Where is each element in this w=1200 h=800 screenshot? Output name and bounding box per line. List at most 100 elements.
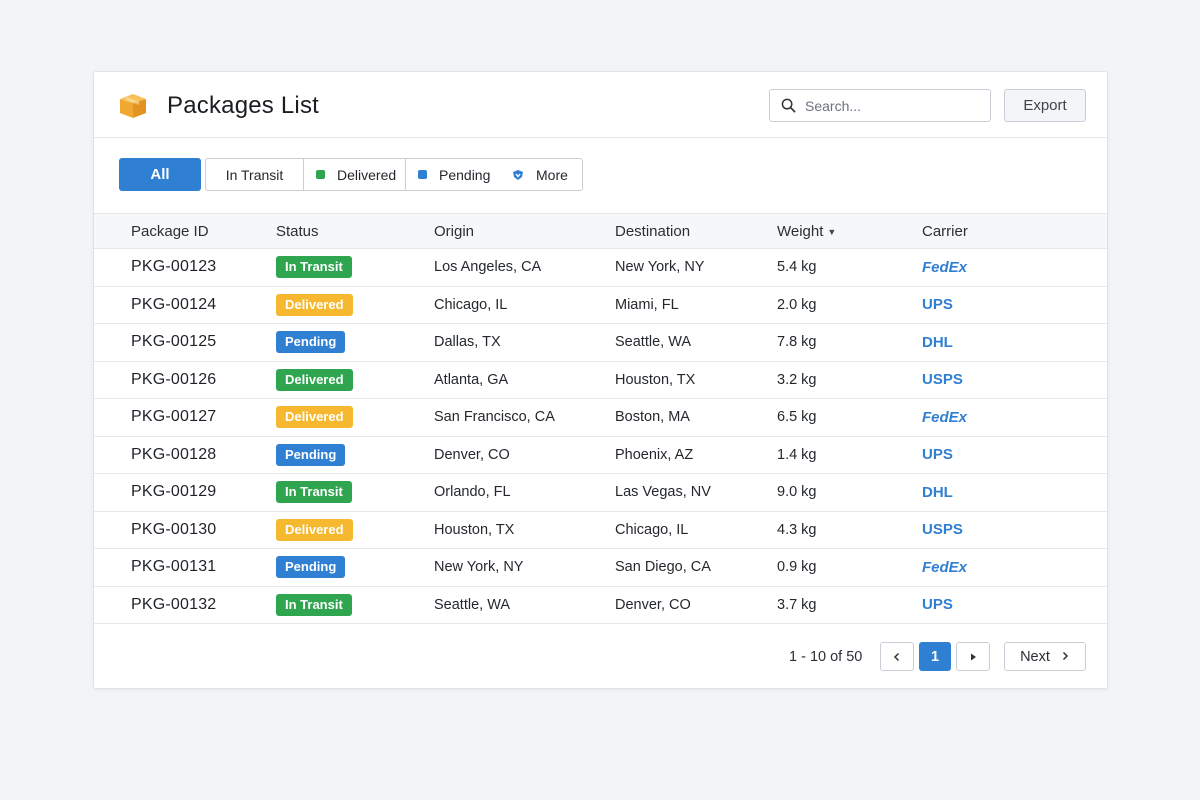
- status-cell: Delivered: [276, 368, 434, 391]
- status-badge: In Transit: [276, 593, 352, 616]
- status-cell: In Transit: [276, 481, 434, 504]
- table-row[interactable]: PKG-00132 In Transit Seattle, WA Denver, CO…: [94, 587, 1107, 624]
- origin-cell: Chicago, IL: [434, 296, 508, 313]
- table-row[interactable]: PKG-00127 Delivered San Francisco, CA Bosto…: [94, 399, 1107, 437]
- next-page-arrow-button[interactable]: [956, 642, 990, 671]
- carrier-cell: FedEx: [922, 258, 1107, 276]
- carrier-cell: DHL: [922, 483, 1107, 501]
- pagination-range: 1 - 10 of 50: [789, 649, 863, 665]
- carrier-link[interactable]: DHL: [922, 483, 953, 501]
- shield-icon: [513, 169, 523, 180]
- status-badge: In Transit: [276, 481, 352, 504]
- destination-cell: Denver, CO: [615, 596, 691, 613]
- destination-cell: Las Vegas, NV: [615, 484, 711, 501]
- carrier-cell: USPS: [922, 371, 1107, 389]
- carrier-link[interactable]: DHL: [922, 333, 953, 351]
- table-row[interactable]: PKG-00123 In Transit Los Angeles, CA New Yo…: [94, 249, 1107, 287]
- carrier-link[interactable]: FedEx: [922, 408, 968, 426]
- export-button[interactable]: Export: [1004, 89, 1086, 122]
- carrier-cell: DHL: [922, 333, 1107, 351]
- filter-delivered-label: Delivered: [337, 166, 397, 183]
- package-id-cell: PKG-00126: [131, 370, 217, 388]
- status-cell: Pending: [276, 331, 434, 354]
- filter-group: In Transit Delivered Pending More: [205, 158, 583, 191]
- status-cell: In Transit: [276, 256, 434, 279]
- search-box[interactable]: [769, 89, 991, 122]
- search-input[interactable]: [805, 97, 975, 114]
- weight-cell: 4.3 kg: [777, 521, 817, 538]
- carrier-cell: USPS: [922, 521, 1107, 539]
- prev-page-button[interactable]: [880, 642, 914, 671]
- status-badge: Pending: [276, 556, 346, 579]
- column-header-origin[interactable]: Origin: [434, 222, 475, 240]
- column-header-destination[interactable]: Destination: [615, 222, 691, 240]
- filter-pending[interactable]: Pending: [406, 159, 502, 190]
- table-row[interactable]: PKG-00128 Pending Denver, CO Phoenix, AZ 1.4…: [94, 437, 1107, 474]
- carrier-link[interactable]: UPS: [922, 596, 953, 614]
- origin-cell: New York, NY: [434, 559, 524, 576]
- status-badge: Delivered: [276, 293, 353, 316]
- column-header-weight-label: Weight: [777, 222, 824, 240]
- origin-cell: Dallas, TX: [434, 334, 501, 351]
- packages-table: Package ID Status Origin Destination Wei…: [94, 213, 1107, 624]
- column-header-carrier[interactable]: Carrier: [922, 222, 968, 240]
- carrier-link[interactable]: FedEx: [922, 258, 968, 276]
- package-id-cell: PKG-00129: [131, 483, 217, 501]
- carrier-link[interactable]: UPS: [922, 296, 953, 314]
- status-cell: In Transit: [276, 593, 434, 616]
- delivered-dot-icon: [316, 170, 325, 179]
- table-row[interactable]: PKG-00129 In Transit Orlando, FL Las Vegas,…: [94, 474, 1107, 512]
- weight-cell: 1.4 kg: [777, 446, 817, 463]
- package-id-cell: PKG-00131: [131, 558, 217, 576]
- destination-cell: Boston, MA: [615, 409, 690, 426]
- carrier-link[interactable]: USPS: [922, 521, 963, 539]
- play-icon: [971, 653, 976, 660]
- weight-cell: 3.2 kg: [777, 371, 817, 388]
- filter-all-button[interactable]: All: [119, 158, 201, 191]
- table-row[interactable]: PKG-00125 Pending Dallas, TX Seattle, WA 7.8…: [94, 324, 1107, 362]
- column-header-package-id[interactable]: Package ID: [131, 222, 209, 240]
- carrier-link[interactable]: UPS: [922, 446, 953, 464]
- carrier-link[interactable]: USPS: [922, 371, 963, 389]
- table-row[interactable]: PKG-00124 Delivered Chicago, IL Miami, FL 2.…: [94, 287, 1107, 324]
- destination-cell: Seattle, WA: [615, 334, 692, 351]
- package-id-cell: PKG-00128: [131, 445, 217, 463]
- filter-more[interactable]: More: [502, 159, 582, 190]
- weight-cell: 9.0 kg: [777, 484, 817, 501]
- chevron-left-icon: [893, 652, 900, 661]
- carrier-cell: UPS: [922, 446, 1107, 464]
- status-badge: Delivered: [276, 368, 353, 391]
- status-badge: In Transit: [276, 256, 352, 279]
- status-cell: Delivered: [276, 406, 434, 429]
- weight-cell: 7.8 kg: [777, 334, 817, 351]
- status-filter-bar: All In Transit Delivered Pending More: [119, 158, 583, 191]
- origin-cell: Orlando, FL: [434, 484, 511, 501]
- status-cell: Pending: [276, 443, 434, 466]
- chevron-right-icon: [1060, 649, 1070, 665]
- carrier-link[interactable]: FedEx: [922, 558, 968, 576]
- weight-cell: 3.7 kg: [777, 596, 817, 613]
- status-badge: Delivered: [276, 518, 353, 541]
- filter-in-transit[interactable]: In Transit: [206, 159, 304, 190]
- destination-cell: New York, NY: [615, 259, 705, 276]
- origin-cell: Houston, TX: [434, 521, 515, 538]
- package-id-cell: PKG-00127: [131, 408, 217, 426]
- column-header-status[interactable]: Status: [276, 222, 319, 240]
- table-row[interactable]: PKG-00131 Pending New York, NY San Diego, C…: [94, 549, 1107, 587]
- page-1-button[interactable]: 1: [919, 642, 951, 671]
- column-header-weight[interactable]: Weight ▼: [777, 223, 922, 240]
- table-row[interactable]: PKG-00130 Delivered Houston, TX Chicago, IL…: [94, 512, 1107, 549]
- filter-delivered[interactable]: Delivered: [304, 159, 406, 190]
- search-icon: [781, 98, 796, 113]
- sort-desc-icon: ▼: [827, 226, 837, 237]
- pending-dot-icon: [418, 170, 427, 179]
- destination-cell: Phoenix, AZ: [615, 446, 694, 463]
- status-badge: Pending: [276, 443, 346, 466]
- next-button[interactable]: Next: [1004, 642, 1086, 671]
- status-badge: Delivered: [276, 406, 353, 429]
- table-body: PKG-00123 In Transit Los Angeles, CA New Yo…: [94, 249, 1107, 624]
- filter-in-transit-label: In Transit: [225, 166, 284, 183]
- package-icon: [120, 94, 146, 118]
- carrier-cell: UPS: [922, 596, 1107, 614]
- table-row[interactable]: PKG-00126 Delivered Atlanta, GA Houston, TX…: [94, 362, 1107, 399]
